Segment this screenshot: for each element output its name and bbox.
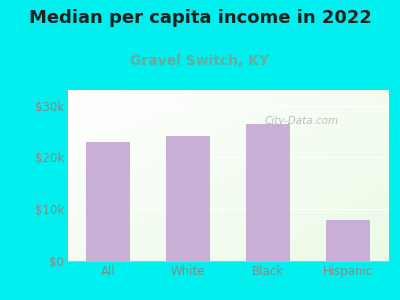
Bar xyxy=(166,136,210,261)
Bar xyxy=(86,142,130,261)
Text: City-Data.com: City-Data.com xyxy=(264,116,339,126)
Text: Median per capita income in 2022: Median per capita income in 2022 xyxy=(28,9,372,27)
Text: Gravel Switch, KY: Gravel Switch, KY xyxy=(130,54,270,68)
Bar xyxy=(326,220,370,261)
Bar xyxy=(246,124,290,261)
